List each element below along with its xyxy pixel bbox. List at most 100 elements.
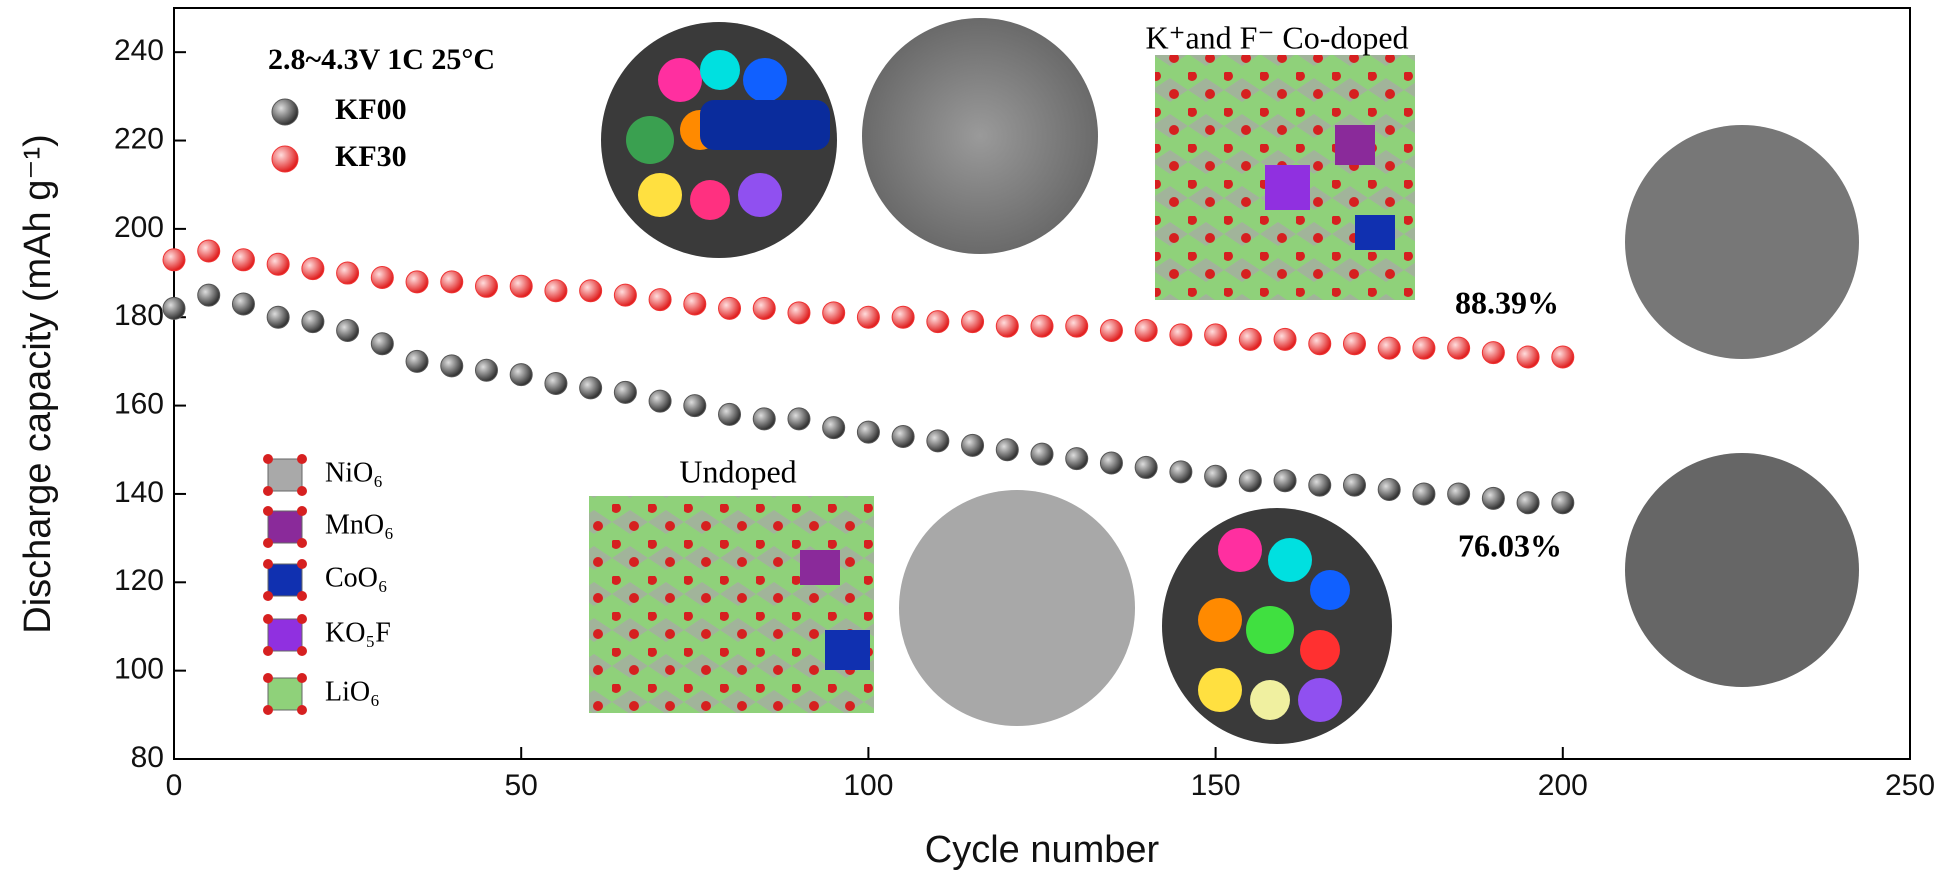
data-point [231,292,255,316]
data-point [1065,447,1089,471]
x-tick-label: 0 [166,769,183,802]
annotation: K⁺and F⁻ Co-doped [1145,19,1408,55]
inset-images [589,18,1859,744]
condition-label: 2.8~4.3V 1C 25°C [268,43,495,76]
structure-icon-atom [263,506,273,516]
data-point [1516,491,1540,515]
data-point [1204,323,1228,347]
data-point [995,438,1019,462]
data-point [1273,469,1297,493]
structure-icon-atom [297,538,307,548]
data-point [1516,345,1540,369]
data-point [1551,491,1575,515]
structure-icon [267,458,303,492]
y-tick-label: 240 [114,34,164,67]
data-point [1377,336,1401,360]
data-point [1169,323,1193,347]
data-point [1342,473,1366,497]
data-point [509,274,533,298]
data-point [1447,336,1471,360]
structure-legend-label: LiO₆ [325,676,380,707]
data-point [1065,314,1089,338]
data-point [405,270,429,294]
structure-icon [267,677,303,711]
data-point [1551,345,1575,369]
data-point [787,301,811,325]
data-point [856,420,880,444]
data-point [891,305,915,329]
y-tick-label: 100 [114,653,164,686]
structure-icon-atom [263,673,273,683]
data-point [544,372,568,395]
data-point [1238,469,1262,493]
data-point [544,279,568,303]
data-point [891,425,915,449]
data-point [1030,314,1054,338]
data-point [336,261,360,285]
annotation: 76.03% [1458,527,1562,563]
data-point [648,288,672,312]
data-point [579,279,603,303]
structure-icon-atom [263,559,273,569]
structure-icon-atom [263,538,273,548]
data-point [1169,460,1193,484]
data-point [231,248,255,272]
data-point [162,296,186,320]
legend-label: KF00 [335,93,407,126]
data-point [1273,327,1297,351]
data-point [1481,341,1505,365]
data-point [1030,442,1054,466]
data-point [1447,482,1471,506]
data-point [301,310,325,334]
x-tick-label: 50 [505,769,538,802]
y-tick-label: 220 [114,122,164,155]
data-point [197,283,221,307]
structure-icon-atom [297,506,307,516]
data-point [474,274,498,298]
x-tick-label: 100 [843,769,893,802]
data-point [613,380,637,404]
structure-icon-atom [297,559,307,569]
structure-icon [267,510,303,544]
x-tick-label: 200 [1538,769,1588,802]
structure-icon-atom [297,646,307,656]
structure-legend-label: CoO₆ [325,562,388,593]
structure-icon-atom [263,614,273,624]
structure-icon [267,618,303,652]
data-point [926,310,950,334]
structure-legend-label: MnO₆ [325,509,394,540]
structure-icon-atom [263,646,273,656]
data-point [1204,464,1228,488]
structure-icon-atom [297,486,307,496]
data-point [1134,318,1158,342]
data-point [1099,451,1123,475]
data-point [961,310,985,334]
data-point [683,292,707,316]
x-tick-label: 250 [1885,769,1935,802]
structure-legend-label: KO₅F [325,617,391,648]
data-point [440,270,464,294]
data-point [822,301,846,325]
data-point [787,407,811,431]
data-point [474,358,498,382]
data-point [370,265,394,289]
legend-marker [271,98,299,126]
data-point [1308,473,1332,497]
data-point [1481,486,1505,510]
data-point [1099,318,1123,342]
legend-marker [271,145,299,173]
data-point [1134,455,1158,479]
data-point [579,376,603,400]
structure-icon-atom [297,705,307,715]
data-point [336,318,360,342]
y-tick-label: 180 [114,299,164,332]
data-point [822,416,846,440]
data-point [926,429,950,453]
structure-legend-label: NiO₆ [325,457,383,488]
data-point [405,349,429,373]
y-tick-label: 140 [114,476,164,509]
data-point [856,305,880,329]
data-point [266,252,290,276]
data-point [440,354,464,378]
